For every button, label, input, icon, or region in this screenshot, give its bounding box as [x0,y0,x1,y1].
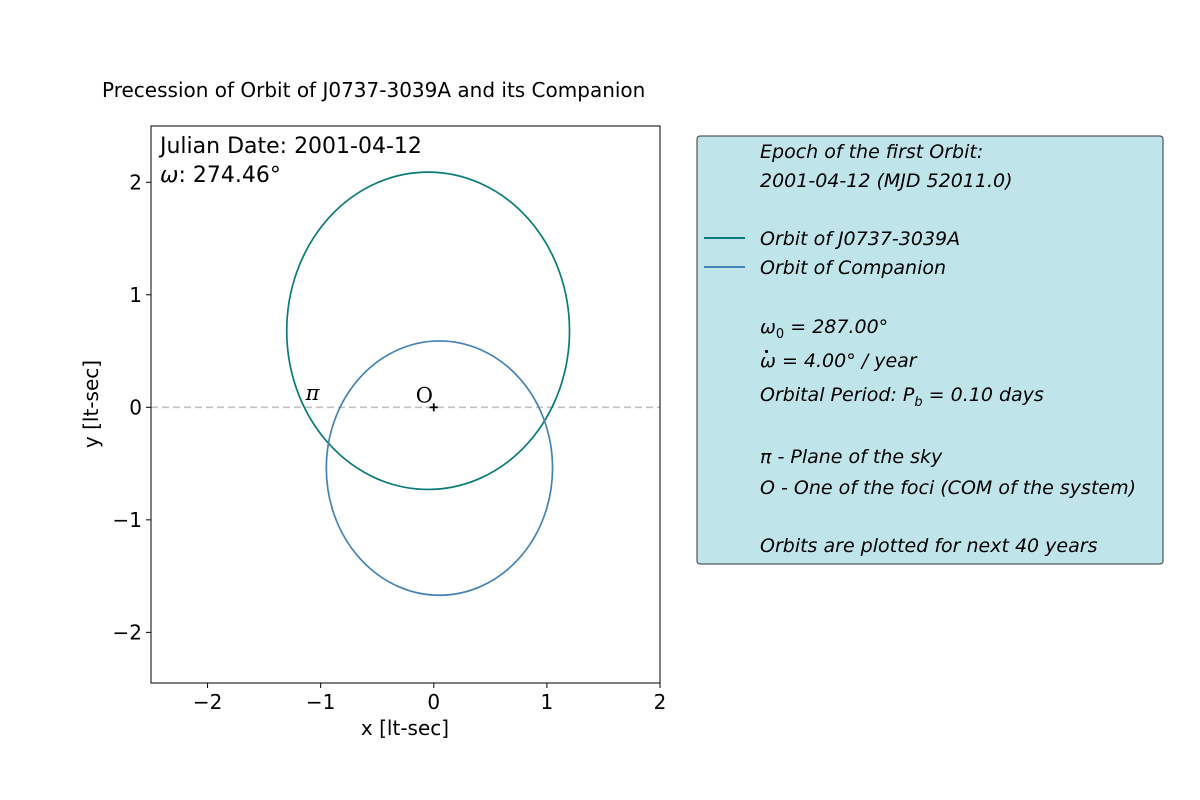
y-tick-label: 1 [129,283,142,307]
legend-epoch-title: Epoch of the first Orbit: [760,141,983,163]
legend-footer: Orbits are plotted for next 40 years [760,535,1098,557]
omegadot-dot [764,349,769,354]
x-tick-label: −2 [193,690,222,714]
legend-omega0: ω0 = 287.00° [760,316,888,342]
focus-marker [429,403,438,412]
legend-period: Orbital Period: Pb = 0.10 days [760,384,1044,410]
omega-symbol: ω [160,163,178,188]
legend-omegadot: ω = 4.00° / year [760,349,918,372]
y-axis-label: y [lt-sec] [79,360,103,448]
legend-background [696,135,1164,565]
x-axis-ticks: −2 −1 0 1 2 [193,683,667,714]
omega0-symbol: ω [760,316,776,338]
omegadot-text: ω = 4.00° / year [760,350,918,372]
orbit-series-group [285,171,571,597]
legend-box: Epoch of the first Orbit: 2001-04-12 (MJ… [696,135,1164,565]
plane-label: π [305,381,321,405]
chart-title: Precession of Orbit of J0737-3039A and i… [102,78,645,102]
period-value: = 0.10 days [923,384,1044,406]
julian-date-label: Julian Date: 2001-04-12 [158,134,422,159]
omegadot-symbol: ω [760,350,776,372]
axes-frame [150,125,661,684]
x-tick-label: 1 [541,690,554,714]
x-tick-label: −1 [306,690,335,714]
legend-pi-line: π - Plane of the sky [760,446,943,468]
orbit-companion-series [325,340,554,597]
omega-value: : 274.46° [178,163,280,188]
legend-entry-pulsar: Orbit of J0737-3039A [760,228,960,250]
focus-label: O [416,383,433,407]
plot-area: O π Julian Date: 2001-04-12 ω: 274.46° −… [113,125,667,714]
orbit-pulsar-series [285,171,571,491]
y-tick-label: −2 [113,620,142,644]
x-axis-label: x [lt-sec] [361,716,449,740]
x-tick-label: 0 [427,690,440,714]
legend-entry-companion: Orbit of Companion [760,257,946,279]
omega-annotation: ω: 274.46° [160,163,281,188]
x-tick-label: 2 [654,690,667,714]
y-tick-label: −1 [113,508,142,532]
omega0-value: = 287.00° [784,316,888,338]
y-tick-label: 0 [129,395,142,419]
legend-epoch-date: 2001-04-12 (MJD 52011.0) [760,170,1013,192]
y-tick-label: 2 [129,170,142,194]
y-axis-ticks: −2 −1 0 1 2 [113,170,151,644]
period-prefix: Orbital Period: P [760,384,915,406]
omegadot-value: = 4.00° / year [776,350,918,372]
period-subscript: b [914,395,922,410]
legend-o-line: O - One of the foci (COM of the system) [760,477,1136,499]
omega0-subscript: 0 [776,327,784,342]
